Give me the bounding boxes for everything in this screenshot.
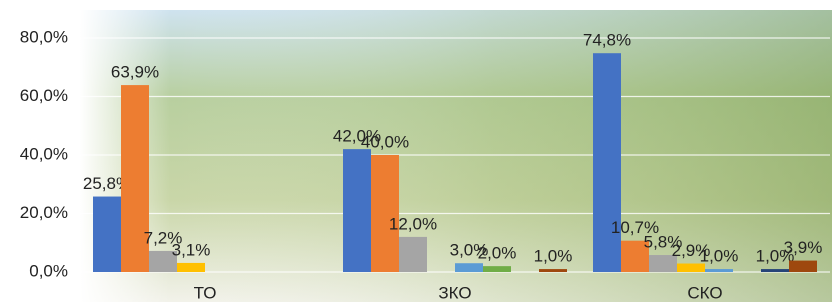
bar [93, 197, 121, 272]
bar [539, 269, 567, 272]
y-tick-label: 20,0% [20, 203, 68, 222]
x-tick-label: ТО [194, 283, 217, 302]
data-label: 2,0% [478, 244, 517, 263]
data-label: 40,0% [361, 132, 409, 151]
y-tick-label: 40,0% [20, 144, 68, 163]
y-tick-label: 60,0% [20, 86, 68, 105]
chart: 0,0%20,0%40,0%60,0%80,0%ТО25,8%63,9%7,2%… [0, 0, 832, 302]
bar [343, 149, 371, 272]
bar [705, 269, 733, 272]
data-label: 63,9% [111, 63, 159, 82]
bar [761, 269, 789, 272]
x-tick-label: ЗКО [438, 283, 471, 302]
data-label: 74,8% [583, 31, 631, 50]
y-tick-label: 0,0% [29, 261, 68, 280]
bar [455, 263, 483, 272]
page: 0,0%20,0%40,0%60,0%80,0%ТО25,8%63,9%7,2%… [0, 0, 832, 302]
y-tick-label: 80,0% [20, 27, 68, 46]
data-label: 12,0% [389, 214, 437, 233]
data-label: 3,1% [172, 240, 211, 259]
bar [399, 237, 427, 272]
data-label: 3,9% [784, 238, 823, 257]
data-label: 1,0% [700, 247, 739, 266]
x-tick-label: СКО [687, 283, 722, 302]
data-label: 1,0% [534, 247, 573, 266]
bar [593, 53, 621, 272]
bar [789, 261, 817, 272]
bar [177, 263, 205, 272]
bar [483, 266, 511, 272]
